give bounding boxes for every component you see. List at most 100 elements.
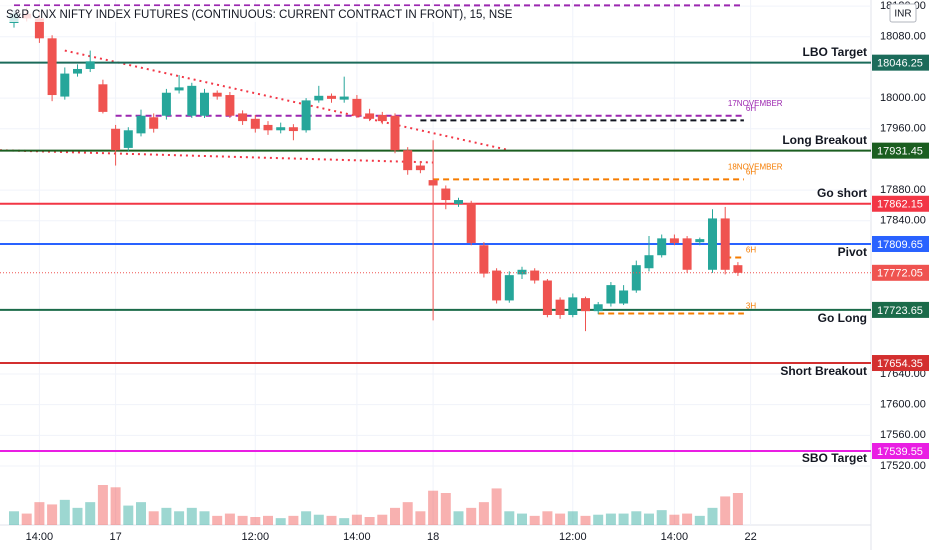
candle-body (403, 150, 413, 171)
range-sublabel: 6H (746, 104, 756, 113)
candle-body (606, 285, 616, 304)
range-sublabel: 6H (746, 167, 756, 176)
volume-bar (618, 513, 629, 525)
level-price: 17723.65 (877, 305, 923, 317)
level-name: Short Breakout (780, 364, 867, 378)
candle-body (111, 128, 121, 151)
candle-body (530, 270, 540, 281)
volume-bar (237, 515, 248, 525)
level-name: Go short (817, 186, 867, 200)
candle-body (428, 180, 438, 186)
candle-body (733, 265, 743, 273)
candle-body (454, 200, 463, 204)
volume-bar (517, 513, 527, 525)
candle-body (581, 298, 590, 312)
volume-bar (555, 513, 566, 525)
candle-body (568, 297, 578, 315)
candle-body (288, 127, 298, 132)
candle-body (187, 85, 197, 116)
level-price-box (872, 443, 929, 460)
level-name: SBO Target (802, 451, 867, 465)
volume-bar (377, 514, 388, 525)
candle-body (161, 92, 171, 116)
volume-bar (97, 485, 108, 525)
level-price-box (872, 142, 929, 159)
level-price-box (872, 195, 929, 212)
volume-bar (313, 514, 324, 525)
level-name: Pivot (838, 245, 867, 259)
volume-bar (720, 496, 731, 525)
last-price: 17772.05 (877, 268, 923, 280)
volume-bar (580, 515, 591, 525)
candle-body (669, 238, 679, 243)
range-sublabel: 3H (746, 302, 756, 311)
volume-bar (174, 511, 185, 525)
volume-bar (263, 515, 273, 525)
candle-body (73, 68, 82, 74)
y-tick-label: 17840.00 (880, 215, 926, 227)
candle-body (263, 124, 273, 131)
candle-body (314, 95, 324, 101)
candle-body (212, 92, 222, 97)
candle-body (644, 255, 654, 269)
x-tick-label: 22 (744, 531, 756, 543)
x-tick-label: 17 (109, 531, 121, 543)
volume-bar (631, 511, 642, 525)
volume-bar (593, 514, 604, 525)
volume-bar (148, 511, 159, 525)
volume-bar (656, 510, 667, 525)
volume-bar (47, 504, 58, 525)
volume-bar (707, 507, 718, 525)
volume-bar (669, 514, 680, 525)
volume-bar (529, 515, 540, 525)
candle-body (517, 269, 527, 275)
volume-bar (85, 502, 96, 525)
x-tick-label: 12:00 (559, 531, 587, 543)
level-price: 17862.15 (877, 199, 923, 211)
level-price-box (872, 54, 929, 71)
volume-bar (288, 515, 299, 525)
level-price-box (872, 301, 929, 318)
level-price: 17654.35 (877, 358, 923, 370)
volume-bar (186, 507, 197, 525)
level-name: Go Long (818, 311, 867, 325)
y-tick-label: 17960.00 (880, 123, 926, 135)
candle-body (327, 95, 336, 99)
volume-bar (199, 511, 210, 525)
trendline (0, 149, 434, 164)
candle-body (631, 265, 641, 291)
volume-bar (72, 507, 83, 525)
volume-bar (224, 513, 235, 525)
volume-bar (682, 513, 693, 525)
candle-body (238, 113, 248, 122)
volume-bar (123, 505, 134, 525)
level-price: 17539.55 (877, 446, 923, 458)
volume-bar (504, 511, 515, 525)
y-tick-label: 18080.00 (880, 31, 926, 43)
volume-bar (491, 488, 502, 525)
level-price: 18046.25 (877, 58, 923, 70)
volume-bar (275, 518, 286, 525)
candle-body (98, 84, 108, 112)
candle-body (225, 95, 235, 116)
range-label: 17NOVEMBER (728, 99, 783, 108)
x-tick-label: 14:00 (343, 531, 371, 543)
volume-bar (390, 507, 400, 525)
y-tick-label: 17600.00 (880, 399, 926, 411)
candle-body (276, 127, 286, 131)
candle-body (352, 98, 362, 116)
candle-body (593, 304, 603, 312)
volume-bar (402, 502, 413, 525)
volume-bar (34, 502, 45, 525)
trendline (64, 49, 510, 152)
candle-body (301, 100, 311, 131)
level-price: 17931.45 (877, 146, 923, 158)
level-price-box (872, 235, 929, 252)
volume-bar (567, 511, 578, 525)
candle-body (657, 238, 667, 256)
candle-body (441, 188, 451, 201)
y-tick-label: 17880.00 (880, 184, 926, 196)
candle-body (60, 73, 70, 97)
volume-bar (250, 517, 261, 525)
